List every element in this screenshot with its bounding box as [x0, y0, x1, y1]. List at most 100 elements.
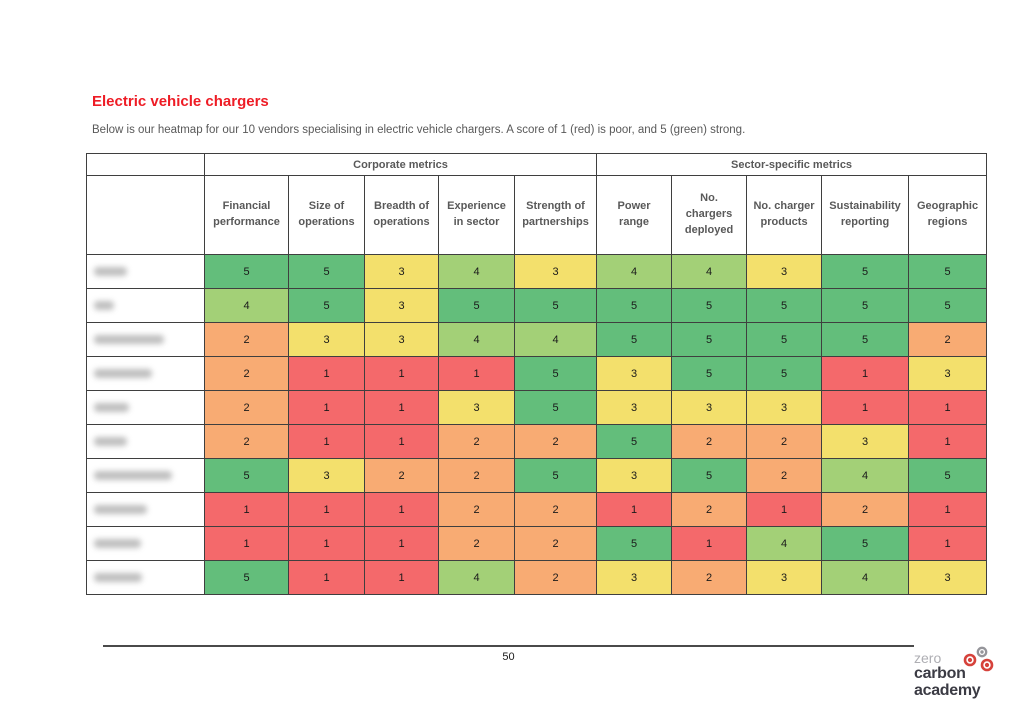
- page-subtitle: Below is our heatmap for our 10 vendors …: [92, 124, 746, 136]
- zero-carbon-academy-logo: zero carbon academy: [914, 646, 1004, 699]
- score-cell: 3: [288, 322, 365, 357]
- score-cell: 4: [438, 254, 515, 289]
- redacted-text-blur: [94, 369, 152, 378]
- score-cell: 4: [438, 322, 515, 357]
- score-cell: 3: [364, 288, 439, 323]
- score-cell: 1: [204, 492, 289, 527]
- score-cell: 4: [596, 254, 673, 289]
- column-group-header: Sector-specific metrics: [596, 153, 988, 176]
- score-cell: 3: [596, 458, 673, 493]
- vendor-name-redacted: [86, 458, 205, 493]
- score-cell: 1: [438, 356, 515, 391]
- score-cell: 1: [288, 424, 365, 459]
- score-cell: 5: [821, 322, 910, 357]
- score-cell: 2: [513, 492, 598, 527]
- score-cell: 4: [671, 254, 748, 289]
- score-cell: 1: [821, 356, 910, 391]
- score-cell: 3: [513, 254, 598, 289]
- vendor-name-redacted: [86, 526, 205, 561]
- redacted-text-blur: [94, 301, 114, 310]
- score-cell: 1: [364, 356, 439, 391]
- score-cell: 3: [908, 560, 988, 595]
- score-cell: 2: [746, 458, 823, 493]
- score-cell: 1: [288, 390, 365, 425]
- score-cell: 5: [513, 356, 598, 391]
- score-cell: 1: [908, 492, 988, 527]
- score-cell: 2: [204, 356, 289, 391]
- column-header: Sustainability reporting: [821, 175, 910, 255]
- score-cell: 4: [746, 526, 823, 561]
- page-title: Electric vehicle chargers: [92, 93, 269, 110]
- score-cell: 3: [821, 424, 910, 459]
- score-cell: 1: [364, 492, 439, 527]
- score-cell: 1: [288, 492, 365, 527]
- score-cell: 1: [204, 526, 289, 561]
- redacted-text-blur: [94, 573, 142, 582]
- score-cell: 3: [671, 390, 748, 425]
- score-cell: 3: [746, 390, 823, 425]
- score-cell: 2: [438, 526, 515, 561]
- vendor-heatmap-table: Corporate metrics Sector-specific metrics…: [86, 153, 988, 595]
- vendor-name-redacted: [86, 254, 205, 289]
- score-cell: 1: [908, 424, 988, 459]
- score-cell: 4: [513, 322, 598, 357]
- score-cell: 3: [596, 356, 673, 391]
- score-cell: 5: [596, 322, 673, 357]
- score-cell: 2: [204, 390, 289, 425]
- column-header: No. charger products: [746, 175, 823, 255]
- score-cell: 3: [746, 560, 823, 595]
- table-corner-spacer: [86, 175, 205, 255]
- score-cell: 3: [364, 254, 439, 289]
- score-cell: 2: [204, 322, 289, 357]
- score-cell: 5: [821, 254, 910, 289]
- score-cell: 5: [513, 458, 598, 493]
- vendor-name-redacted: [86, 424, 205, 459]
- score-cell: 1: [671, 526, 748, 561]
- score-cell: 5: [908, 254, 988, 289]
- column-header: Power range: [596, 175, 673, 255]
- score-cell: 4: [204, 288, 289, 323]
- logo-word-carbon: carbon: [914, 665, 966, 682]
- molecule-icon: [963, 646, 994, 672]
- vendor-name-redacted: [86, 322, 205, 357]
- score-cell: 1: [364, 560, 439, 595]
- score-cell: 5: [204, 458, 289, 493]
- logo-word-zero: zero: [914, 650, 942, 666]
- score-cell: 1: [908, 526, 988, 561]
- score-cell: 3: [596, 560, 673, 595]
- score-cell: 5: [746, 288, 823, 323]
- table-corner-spacer: [86, 153, 205, 176]
- vendor-name-redacted: [86, 560, 205, 595]
- score-cell: 4: [821, 560, 910, 595]
- group-header-row: Corporate metrics Sector-specific metrics: [86, 153, 988, 176]
- score-cell: 2: [671, 424, 748, 459]
- column-header: Experience in sector: [438, 175, 515, 255]
- score-cell: 3: [746, 254, 823, 289]
- score-cell: 5: [746, 356, 823, 391]
- vendor-name-redacted: [86, 390, 205, 425]
- score-cell: 5: [671, 356, 748, 391]
- score-cell: 1: [364, 526, 439, 561]
- score-cell: 2: [364, 458, 439, 493]
- score-cell: 1: [288, 526, 365, 561]
- score-cell: 1: [288, 356, 365, 391]
- score-cell: 2: [908, 322, 988, 357]
- page-number: 50: [502, 651, 515, 663]
- score-cell: 5: [204, 560, 289, 595]
- column-header: Financial performance: [204, 175, 289, 255]
- score-cell: 2: [513, 560, 598, 595]
- logo-word-academy: academy: [914, 682, 981, 699]
- score-cell: 3: [438, 390, 515, 425]
- score-cell: 1: [746, 492, 823, 527]
- score-cell: 2: [438, 458, 515, 493]
- score-cell: 5: [671, 322, 748, 357]
- score-cell: 5: [596, 424, 673, 459]
